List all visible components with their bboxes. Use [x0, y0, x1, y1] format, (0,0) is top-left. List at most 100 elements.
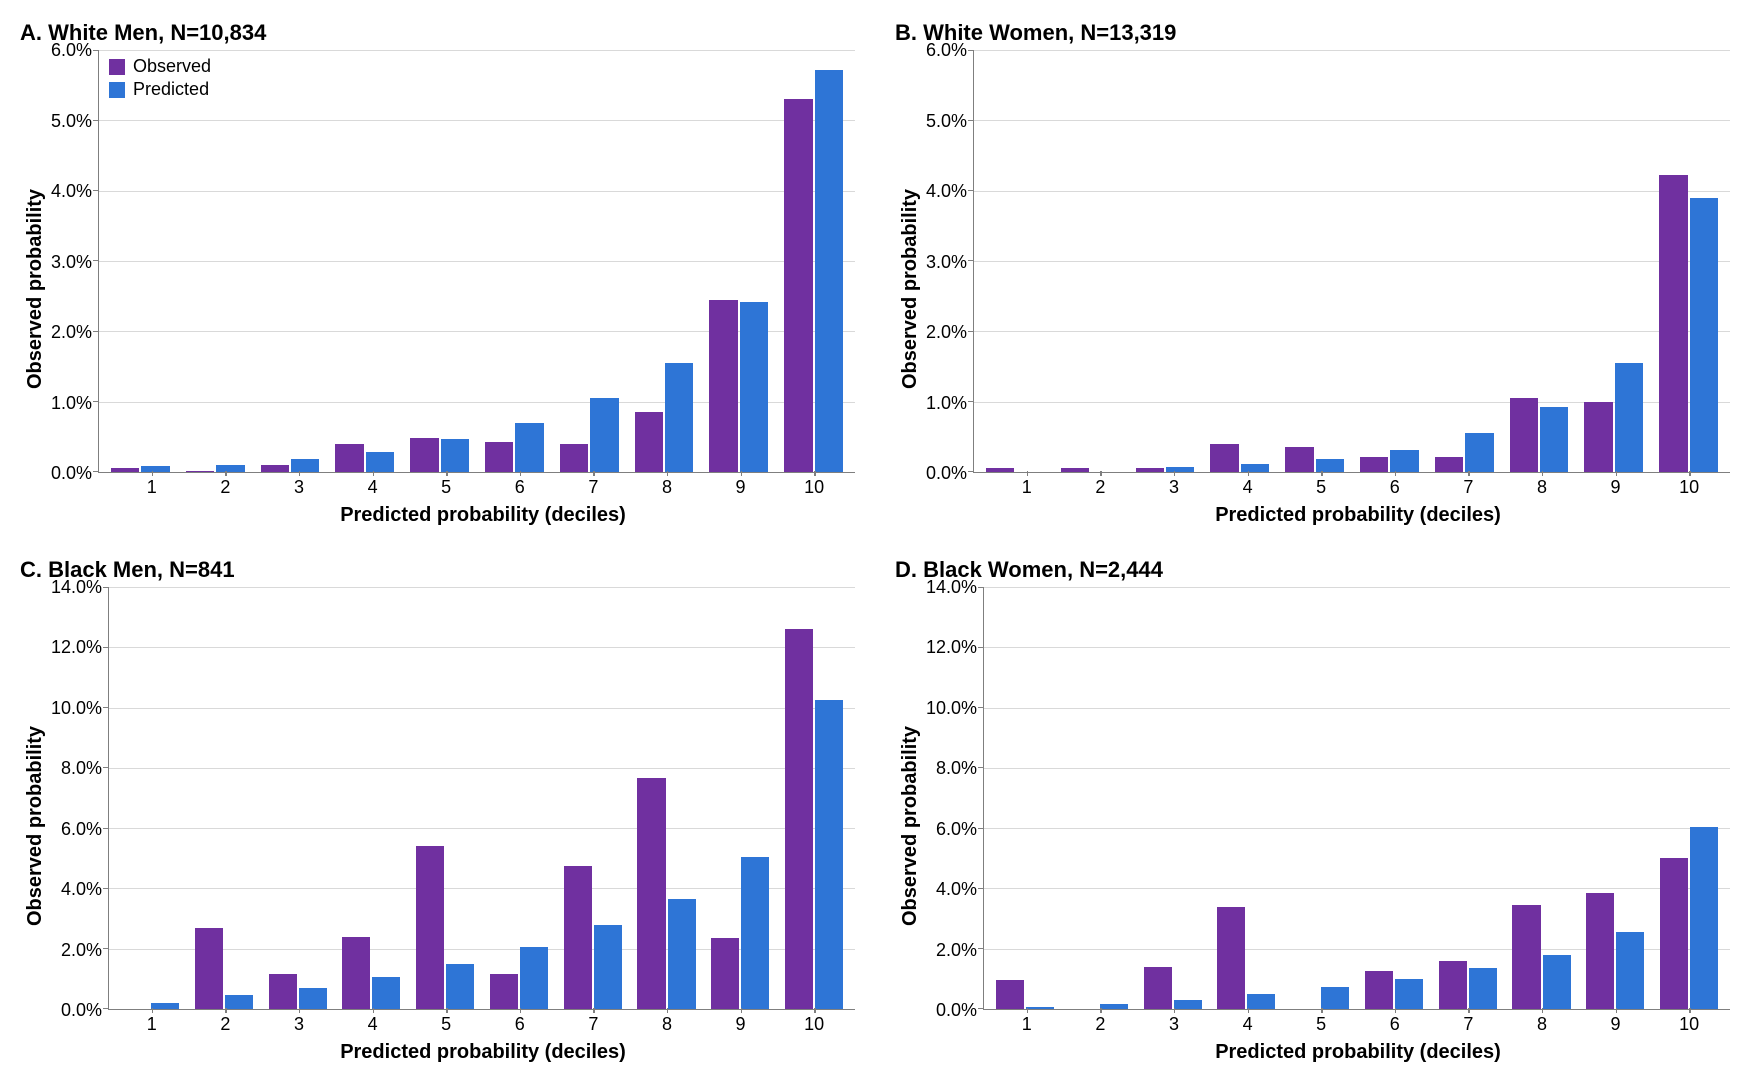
bar-group	[1652, 587, 1726, 1009]
bar-observed	[1217, 907, 1245, 1009]
bar-group	[703, 587, 777, 1009]
bar-predicted	[151, 1003, 179, 1009]
x-tick-label: 2	[189, 1014, 263, 1035]
y-axis-label: Observed probability	[20, 587, 51, 1064]
bar-group	[408, 587, 482, 1009]
bar-observed	[186, 471, 214, 472]
bar-group	[261, 587, 335, 1009]
bar-observed	[564, 866, 592, 1009]
bar-group	[1431, 587, 1505, 1009]
y-ticks: 6.0%5.0%4.0%3.0%2.0%1.0%0.0%	[51, 50, 98, 473]
bar-group	[1202, 50, 1277, 472]
x-axis-label: Predicted probability (deciles)	[111, 504, 855, 527]
bar-group	[1427, 50, 1502, 472]
bar-predicted	[1166, 467, 1194, 472]
x-tick-label: 1	[115, 1014, 189, 1035]
bar-predicted	[1100, 1004, 1128, 1009]
x-tick-label: 7	[557, 1014, 631, 1035]
bar-group	[1062, 587, 1136, 1009]
bars-container	[109, 587, 855, 1009]
x-tick-label: 5	[1284, 1014, 1358, 1035]
x-ticks: 12345678910	[111, 1014, 855, 1035]
bar-predicted	[665, 363, 693, 472]
bar-group	[1053, 50, 1128, 472]
x-tick-label: 2	[189, 477, 263, 498]
bar-predicted	[1690, 827, 1718, 1009]
bar-group	[334, 587, 408, 1009]
bar-predicted	[594, 925, 622, 1009]
x-tick-label: 3	[1137, 477, 1211, 498]
plot-row: 6.0%5.0%4.0%3.0%2.0%1.0%0.0%ObservedPred…	[51, 50, 855, 473]
bar-predicted	[1690, 198, 1718, 472]
bar-group	[113, 587, 187, 1009]
bar-observed	[261, 465, 289, 472]
bar-observed	[1144, 967, 1172, 1009]
bar-group	[776, 50, 851, 472]
bars-container	[99, 50, 855, 472]
bar-group	[482, 587, 556, 1009]
bar-group	[630, 587, 704, 1009]
x-tick-label: 6	[1358, 477, 1432, 498]
bar-predicted	[668, 899, 696, 1009]
bar-observed	[709, 300, 737, 472]
bar-group	[1357, 587, 1431, 1009]
y-ticks: 14.0%12.0%10.0%8.0%6.0%4.0%2.0%0.0%	[926, 587, 983, 1010]
bar-observed	[1435, 457, 1463, 472]
bar-predicted	[1465, 433, 1493, 472]
bar-predicted	[1321, 987, 1349, 1009]
bar-predicted	[1469, 968, 1497, 1009]
x-axis-label: Predicted probability (deciles)	[986, 504, 1730, 527]
x-tick-label: 2	[1064, 1014, 1138, 1035]
bar-observed	[195, 928, 223, 1009]
bar-group	[1502, 50, 1577, 472]
bar-observed	[410, 438, 438, 472]
bar-predicted	[446, 964, 474, 1009]
bar-predicted	[741, 857, 769, 1009]
bar-predicted	[1616, 932, 1644, 1009]
y-axis-label: Observed probability	[20, 50, 51, 527]
plot-row: 14.0%12.0%10.0%8.0%6.0%4.0%2.0%0.0%	[51, 587, 855, 1010]
x-tick-label: 5	[1284, 477, 1358, 498]
bar-observed	[560, 444, 588, 472]
y-ticks: 6.0%5.0%4.0%3.0%2.0%1.0%0.0%	[926, 50, 973, 473]
bar-predicted	[141, 466, 169, 472]
panel-D: D. Black Women, N=2,444Observed probabil…	[895, 557, 1730, 1064]
bar-observed	[485, 442, 513, 472]
bar-observed	[1285, 447, 1313, 472]
x-tick-label: 9	[1579, 1014, 1653, 1035]
bar-group	[552, 50, 627, 472]
bar-observed	[1439, 961, 1467, 1009]
bar-observed	[1360, 457, 1388, 472]
chart-inner: 6.0%5.0%4.0%3.0%2.0%1.0%0.0%ObservedPred…	[51, 50, 855, 527]
chart-inner: 14.0%12.0%10.0%8.0%6.0%4.0%2.0%0.0% 12345…	[51, 587, 855, 1064]
bar-group	[187, 587, 261, 1009]
bar-predicted	[740, 302, 768, 472]
x-ticks: 12345678910	[986, 477, 1730, 498]
bars-container	[974, 50, 1730, 472]
x-tick-label: 4	[1211, 477, 1285, 498]
bar-predicted	[1543, 955, 1571, 1009]
bar-observed	[785, 629, 813, 1009]
panel-C: C. Black Men, N=841Observed probability1…	[20, 557, 855, 1064]
bar-group	[777, 587, 851, 1009]
chart-wrap: Observed probability6.0%5.0%4.0%3.0%2.0%…	[20, 50, 855, 527]
y-axis-label: Observed probability	[895, 50, 926, 527]
bar-group	[701, 50, 776, 472]
bar-group	[1651, 50, 1726, 472]
bar-observed	[637, 778, 665, 1009]
bar-group	[477, 50, 552, 472]
bar-predicted	[291, 459, 319, 472]
panel-title: C. Black Men, N=841	[20, 557, 855, 583]
bar-group	[1283, 587, 1357, 1009]
bar-group	[178, 50, 253, 472]
bar-predicted	[299, 988, 327, 1009]
bar-observed	[1586, 893, 1614, 1009]
bar-observed	[1365, 971, 1393, 1009]
x-tick-label: 1	[115, 477, 189, 498]
bars-container	[984, 587, 1730, 1009]
bar-observed	[269, 974, 297, 1009]
bar-predicted	[366, 452, 394, 472]
bar-group	[1277, 50, 1352, 472]
chart-grid: A. White Men, N=10,834Observed probabili…	[20, 20, 1730, 1064]
x-tick-label: 4	[336, 1014, 410, 1035]
